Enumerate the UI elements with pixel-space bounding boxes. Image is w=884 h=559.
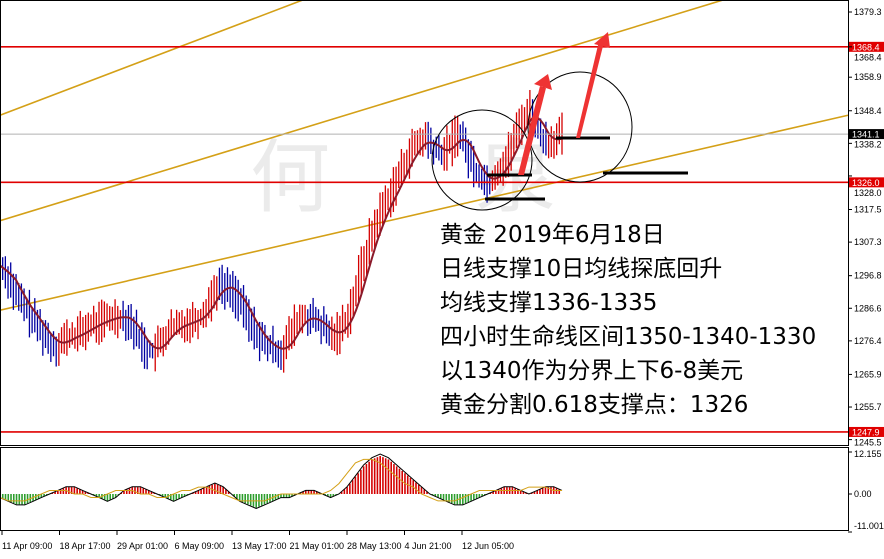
circle-annotation-2 bbox=[527, 71, 633, 183]
time-axis: 11 Apr 09:00 18 Apr 17:00 29 Apr 01:00 6 Ma… bbox=[1, 531, 514, 551]
y-tick-label: 1338.2 bbox=[854, 140, 882, 150]
y-tick-label: 1358.9 bbox=[854, 72, 882, 82]
price-lines bbox=[0, 46, 848, 433]
x-tick-label: 6 May 09:00 bbox=[175, 541, 225, 551]
trendline bbox=[0, 0, 305, 116]
annotation-line: 四小时生命线区间1350-1340-1330 bbox=[440, 324, 817, 350]
price-label-box bbox=[849, 129, 884, 140]
x-tick-label: 18 Apr 17:00 bbox=[60, 541, 111, 551]
moving-average-line bbox=[0, 116, 563, 350]
x-tick-label: 12 Jun 05:00 bbox=[462, 541, 514, 551]
y-tick-label: 1255.7 bbox=[854, 402, 882, 412]
watermark-text: 何 泉 bbox=[250, 131, 615, 224]
annotation-line: 以1340作为分界上下6-8美元 bbox=[440, 358, 744, 384]
x-tick-label: 28 May 13:00 bbox=[347, 541, 402, 551]
x-tick-label: 4 Jun 21:00 bbox=[405, 541, 452, 551]
x-tick-label: 13 May 17:00 bbox=[232, 541, 287, 551]
price-label: 1326.0 bbox=[852, 178, 880, 188]
price-label-box bbox=[849, 41, 884, 52]
analysis-annotation: 黄金 2019年6月18日 日线支撑10日均线探底回升 均线支撑1336-133… bbox=[440, 218, 816, 422]
up-arrow-icon bbox=[518, 74, 552, 175]
y-tick-label: 1276.4 bbox=[854, 336, 882, 346]
watermark: 何 泉 bbox=[250, 131, 615, 224]
macd-tick-label: -11.001 bbox=[854, 521, 884, 531]
price-label: 1368.4 bbox=[852, 42, 880, 52]
trendline bbox=[0, 0, 726, 222]
y-tick-label: 1307.3 bbox=[854, 237, 882, 247]
up-arrow-icon bbox=[576, 32, 610, 138]
annotation-line: 日线支撑10日均线探底回升 bbox=[440, 256, 723, 282]
macd-tick-label: 0.00 bbox=[854, 489, 872, 499]
y-tick-label: 1245.5 bbox=[854, 437, 882, 447]
macd-tick-label: 12.155 bbox=[854, 449, 882, 459]
y-tick-label: 1317.5 bbox=[854, 205, 882, 215]
macd-panel bbox=[0, 453, 563, 510]
y-tick-label: 1286.6 bbox=[854, 303, 882, 313]
macd-signal-line bbox=[0, 458, 562, 502]
price-axis: 1368.4 1326.0 1247.9 1341.1 1379.3 1368.4 1358… bbox=[848, 7, 884, 447]
annotation-line: 均线支撑1336-1335 bbox=[440, 290, 658, 316]
y-tick-label: 1379.3 bbox=[854, 7, 882, 17]
price-label-box bbox=[849, 426, 884, 437]
y-tick-label: 1328.0 bbox=[854, 188, 882, 198]
trendline bbox=[0, 114, 849, 311]
x-tick-label: 29 Apr 01:00 bbox=[117, 541, 168, 551]
price-label-box bbox=[849, 177, 884, 188]
y-tick-label: 1368.4 bbox=[854, 52, 882, 62]
macd-line bbox=[0, 453, 563, 510]
x-tick-label: 11 Apr 09:00 bbox=[2, 541, 52, 551]
y-tick-label: 1296.8 bbox=[854, 271, 882, 281]
y-tick-label: 1265.9 bbox=[854, 369, 882, 379]
macd-axis: 12.155 0.00 -11.001 bbox=[848, 449, 884, 533]
annotation-line: 黄金分割0.618支撑点：1326 bbox=[440, 392, 749, 418]
annotation-shapes bbox=[431, 32, 688, 211]
price-label: 1247.9 bbox=[852, 427, 880, 437]
annotation-line: 黄金 2019年6月18日 bbox=[440, 222, 665, 248]
price-label: 1341.1 bbox=[852, 130, 880, 140]
circle-annotation-1 bbox=[431, 109, 533, 211]
x-tick-label: 21 May 01:00 bbox=[290, 541, 345, 551]
y-tick-label: 1348.4 bbox=[854, 106, 882, 116]
main-frame bbox=[0, 0, 849, 446]
macd-frame bbox=[0, 447, 849, 531]
trendlines bbox=[0, 0, 849, 311]
